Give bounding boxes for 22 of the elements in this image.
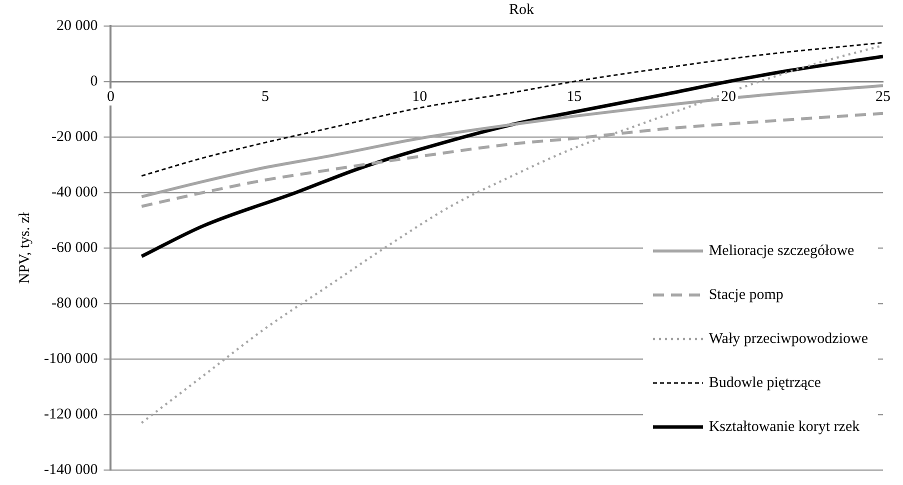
- x-axis-title: Rok: [508, 2, 535, 19]
- legend-label: Melioracje szczegółowe: [708, 242, 854, 260]
- legend-label: Kształtowanie koryt rzek: [708, 418, 860, 436]
- legend-label: Stacje pomp: [708, 286, 784, 304]
- x-tick-label: 0: [106, 88, 114, 105]
- x-tick-label: 25: [876, 88, 890, 105]
- y-tick-label: -100 000: [44, 350, 98, 367]
- legend-label: Budowle piętrzące: [708, 374, 821, 392]
- y-tick-label: -60 000: [51, 240, 98, 256]
- x-tick-label: 5: [261, 88, 269, 105]
- y-tick-label: -80 000: [51, 295, 98, 312]
- x-tick-label: 10: [412, 88, 428, 105]
- x-tick-label: 15: [566, 88, 582, 105]
- y-tick-label: 0: [90, 73, 98, 90]
- x-tick-label: 20: [721, 88, 736, 105]
- y-tick-label: -20 000: [51, 128, 98, 145]
- y-tick-label: -140 000: [44, 462, 98, 478]
- legend-label: Wały przeciwpowodziowe: [708, 330, 868, 348]
- y-tick-label: 20 000: [56, 18, 98, 34]
- y-tick-label: -40 000: [51, 184, 98, 200]
- y-axis-title: NPV, tys. zł: [16, 211, 33, 284]
- y-tick-label: -120 000: [44, 406, 98, 422]
